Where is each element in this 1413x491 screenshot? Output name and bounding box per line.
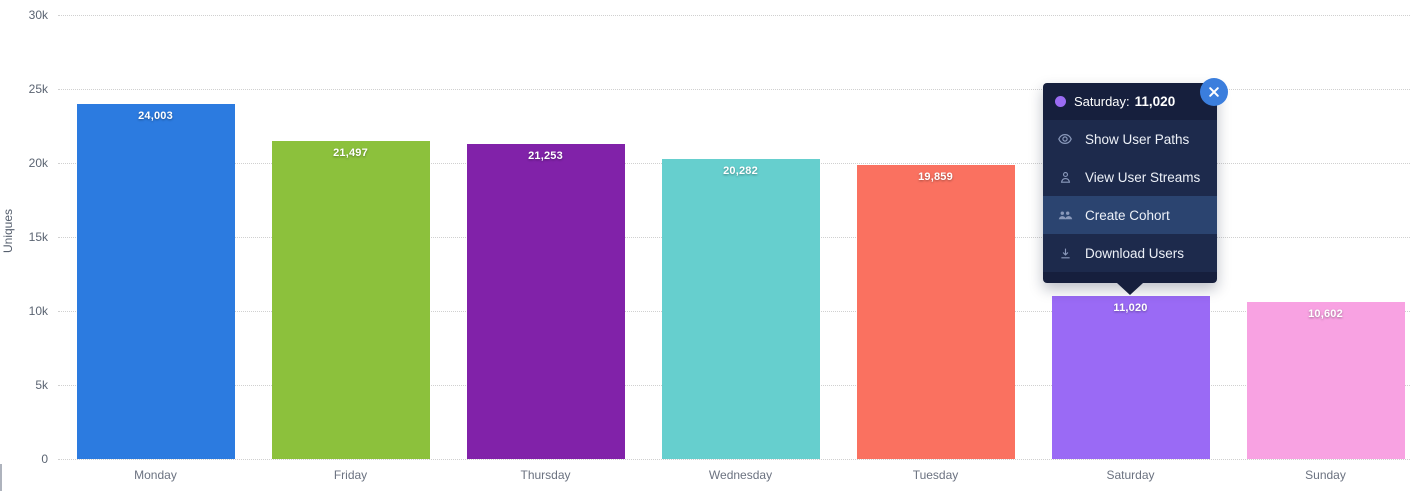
tooltip-header: Saturday: 11,020 — [1043, 83, 1217, 120]
gridline-25k — [58, 89, 1410, 90]
x-tick-label-saturday: Saturday — [1106, 468, 1155, 482]
bar-value-label: 11,020 — [1113, 301, 1148, 314]
x-tick-label-wednesday: Wednesday — [708, 468, 773, 482]
x-tick-label-friday: Friday — [333, 468, 368, 482]
bar-friday[interactable]: 21,497 — [271, 140, 430, 459]
x-tick-label-tuesday: Tuesday — [912, 468, 959, 482]
bar-value-label: 19,859 — [918, 171, 953, 184]
bar-value-label: 20,282 — [723, 164, 758, 177]
bar-monday[interactable]: 24,003 — [76, 103, 235, 459]
tooltip-arrow — [1117, 283, 1143, 295]
y-tick-label: 0 — [41, 452, 48, 466]
bar-value-label: 24,003 — [138, 109, 173, 122]
x-tick-label-thursday: Thursday — [520, 468, 571, 482]
y-tick-label: 30k — [28, 8, 48, 22]
x-tick-label-sunday: Sunday — [1305, 468, 1346, 482]
menu-item-show-user-paths[interactable]: Show User Paths — [1043, 120, 1217, 158]
menu-item-label: Show User Paths — [1085, 131, 1190, 147]
y-tick-label: 25k — [28, 82, 48, 96]
bar-thursday[interactable]: 21,253 — [466, 144, 625, 459]
y-tick-label: 20k — [28, 156, 48, 170]
tooltip-footer — [1043, 272, 1217, 283]
bar-saturday[interactable]: 11,020 — [1051, 295, 1210, 459]
gridline-0 — [58, 459, 1410, 460]
x-tick-label-monday: Monday — [134, 468, 177, 482]
menu-item-label: Create Cohort — [1085, 207, 1170, 223]
bar-tuesday[interactable]: 19,859 — [856, 165, 1015, 459]
users-icon — [1057, 207, 1073, 223]
menu-item-label: View User Streams — [1085, 169, 1201, 185]
bar-wednesday[interactable]: 20,282 — [661, 158, 820, 459]
menu-item-view-user-streams[interactable]: View User Streams — [1043, 158, 1217, 196]
gridline-30k — [58, 15, 1410, 16]
eye-icon — [1057, 131, 1073, 147]
bar-sunday[interactable]: 10,602 — [1246, 302, 1405, 459]
menu-item-create-cohort[interactable]: Create Cohort — [1043, 196, 1217, 234]
tooltip-menu: Show User Paths View User Streams Create C… — [1043, 120, 1217, 272]
tooltip-value: 11,020 — [1134, 94, 1176, 109]
bar-value-label: 21,497 — [333, 146, 368, 159]
download-icon — [1057, 245, 1073, 261]
y-tick-label: 5k — [35, 378, 48, 392]
bar-value-label: 10,602 — [1308, 308, 1343, 321]
y-tick-label: 10k — [28, 304, 48, 318]
bar-value-label: 21,253 — [528, 150, 563, 163]
left-scrollbar-fragment — [0, 464, 2, 491]
tooltip-category-label: Saturday: — [1074, 94, 1130, 109]
menu-item-label: Download Users — [1085, 245, 1185, 261]
menu-item-download-users[interactable]: Download Users — [1043, 234, 1217, 272]
series-color-dot — [1055, 96, 1066, 107]
close-icon — [1209, 87, 1219, 97]
user-icon — [1057, 169, 1073, 185]
bar-context-tooltip: Saturday: 11,020 Show User Paths View Use… — [1043, 78, 1228, 295]
close-button[interactable] — [1200, 78, 1228, 106]
y-tick-label: 15k — [28, 230, 48, 244]
